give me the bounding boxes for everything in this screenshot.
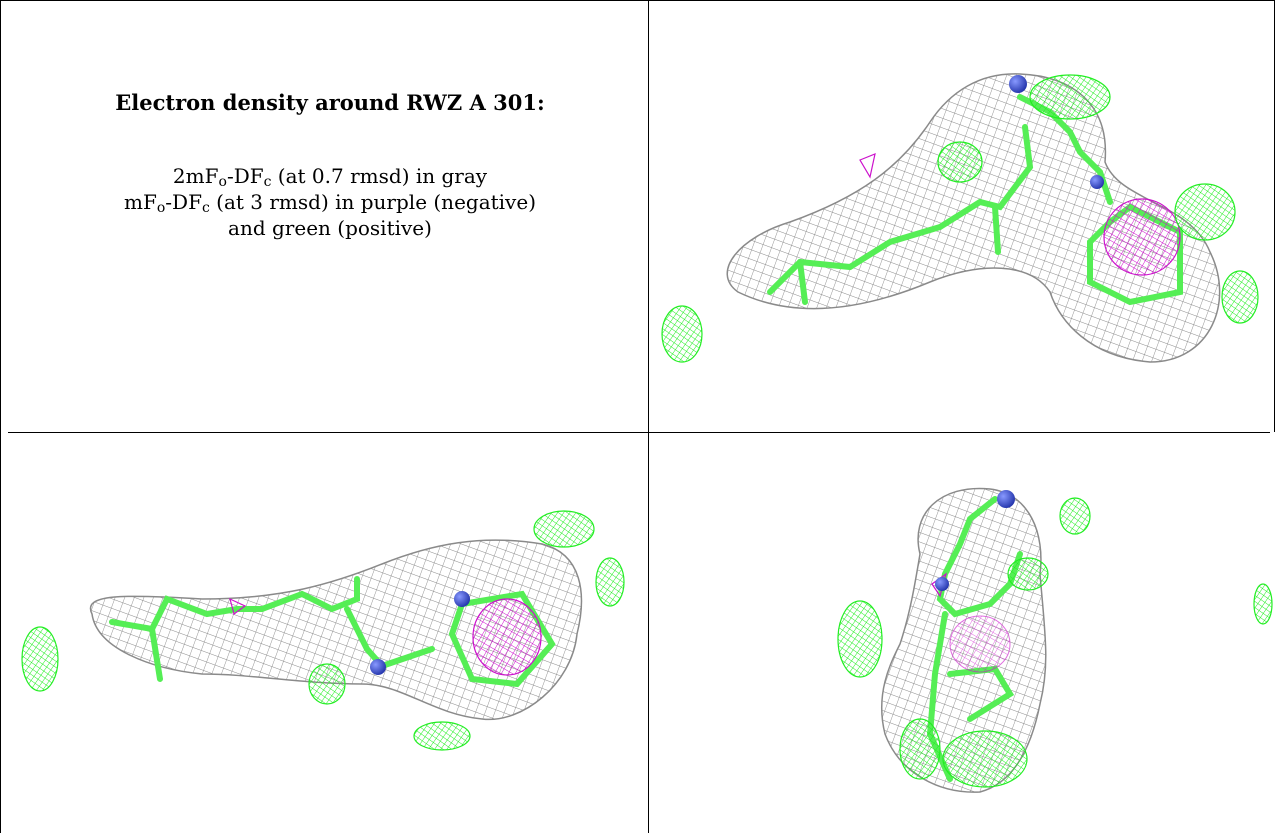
mesh-positive-green	[837, 497, 1273, 788]
caption-text: (at 3 rmsd) in purple (negative)	[209, 190, 536, 214]
density-render-2	[21, 510, 625, 751]
grid-divider-middle	[8, 432, 1270, 433]
caption-text: (at 0.7 rmsd) in gray	[271, 164, 488, 188]
caption-text: -DF	[226, 164, 264, 188]
caption-subscript: o	[218, 174, 227, 190]
density-render-3	[837, 487, 1273, 793]
mesh-positive-green	[661, 74, 1259, 363]
grid-divider-top	[0, 0, 1275, 1]
mesh-2fofc-gray	[89, 539, 583, 721]
nitrogen-atoms	[935, 490, 1015, 591]
mesh-negative-purple	[859, 153, 1181, 276]
nitrogen-atoms	[370, 591, 470, 675]
density-view-bottom-right	[650, 434, 1274, 833]
density-render-1	[661, 73, 1259, 363]
caption-line-colors: and green (positive)	[228, 216, 432, 240]
caption-title: Electron density around RWZ A 301:	[115, 90, 545, 115]
nitrogen-atoms	[1009, 75, 1104, 189]
mesh-negative-purple	[229, 597, 542, 676]
caption-text: 2mF	[172, 164, 219, 188]
caption-subscript: o	[156, 200, 166, 216]
caption-subscript: c	[263, 174, 272, 190]
caption-line-2fofc: 2mFo-DFc (at 0.7 rmsd) in gray	[20, 163, 640, 189]
caption-text: -DF	[165, 190, 202, 214]
caption-text: mF	[124, 190, 157, 214]
caption-panel: Electron density around RWZ A 301: 2mFo-…	[20, 90, 640, 241]
caption-subscript: c	[201, 200, 210, 216]
grid-divider-vertical-center	[648, 0, 649, 833]
caption-line-fofc: mFo-DFc (at 3 rmsd) in purple (negative)	[20, 189, 640, 215]
density-view-top-right	[650, 2, 1274, 432]
density-view-bottom-left	[2, 434, 647, 833]
mesh-positive-green	[21, 510, 625, 751]
grid-divider-vertical-left	[0, 0, 1, 833]
